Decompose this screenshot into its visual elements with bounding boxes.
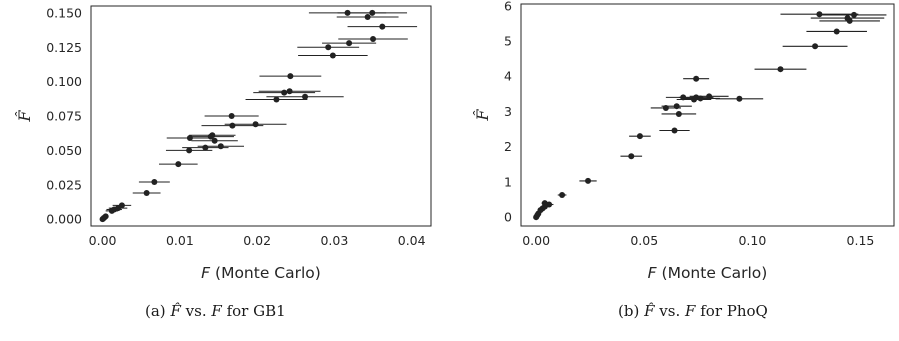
caption-b: (b) F̂ vs. F for PhoQ <box>618 302 768 320</box>
y-tick-label: 0.050 <box>46 143 82 158</box>
data-point <box>850 11 857 18</box>
x-tick-label: 0.04 <box>398 233 426 248</box>
caption-b-rest: for PhoQ <box>700 302 768 320</box>
data-point <box>325 44 332 51</box>
y-tick-label: 4 <box>504 69 512 84</box>
x-axis-label: F (Monte Carlo) <box>201 264 321 282</box>
caption-b-x: F <box>685 302 696 320</box>
caption-a-vs: vs. <box>185 302 207 320</box>
y-axis-label: F̂ <box>15 110 34 123</box>
data-point <box>99 216 106 223</box>
caption-a: (a) F̂ vs. F for GB1 <box>145 302 286 320</box>
data-point <box>211 137 218 144</box>
y-tick-label: 1 <box>504 174 512 189</box>
data-point <box>329 52 336 59</box>
data-point <box>636 133 643 140</box>
y-tick-label: 0.075 <box>46 109 82 124</box>
y-tick-label: 2 <box>504 139 512 154</box>
data-point <box>175 161 182 168</box>
y-tick-label: 6 <box>504 0 512 13</box>
data-point <box>364 14 371 20</box>
x-tick-label: 0.00 <box>522 233 550 248</box>
plot-frame <box>90 5 432 227</box>
data-point <box>186 147 193 154</box>
chart-0: 0.00 0.01 0.02 0.03 0.04 0.000 0.025 0.050 0.075… <box>15 5 432 282</box>
x-tick-label: 0.05 <box>630 233 658 248</box>
x-tick-label: 0.02 <box>243 233 271 248</box>
x-tick-label: 0.03 <box>320 233 348 248</box>
data-point <box>369 9 376 16</box>
x-tick-label: 0.01 <box>166 233 194 248</box>
x-tick-label: 0.15 <box>847 233 875 248</box>
data-point <box>812 43 819 50</box>
data-point <box>690 96 697 103</box>
y-tick-label: 0.125 <box>46 40 82 55</box>
caption-b-yhat: F̂ <box>644 302 655 320</box>
data-point <box>833 28 840 35</box>
y-tick-label: 0.150 <box>46 5 82 20</box>
caption-a-rest: for GB1 <box>226 302 286 320</box>
data-point <box>228 113 235 119</box>
caption-b-label: (b) <box>618 302 640 320</box>
y-tick-label: 3 <box>504 104 512 119</box>
data-point <box>559 191 566 198</box>
caption-a-yhat: F̂ <box>170 302 181 320</box>
x-tick-label: 0.10 <box>738 233 766 248</box>
y-axis-label: F̂ <box>473 109 492 122</box>
data-point <box>628 153 635 160</box>
caption-b-vs: vs. <box>659 302 681 320</box>
data-point <box>777 66 784 73</box>
y-tick-label: 0.100 <box>46 74 82 89</box>
caption-a-x: F <box>211 302 222 320</box>
data-point <box>675 110 682 117</box>
data-point <box>379 23 386 30</box>
caption-a-label: (a) <box>145 302 166 320</box>
data-point <box>229 122 236 129</box>
data-point <box>662 104 669 111</box>
data-point <box>202 144 209 151</box>
data-point <box>370 36 377 42</box>
data-point <box>287 73 294 80</box>
data-point <box>736 95 743 102</box>
data-point <box>286 88 293 95</box>
data-point <box>693 75 700 82</box>
data-point <box>151 179 158 185</box>
x-tick-label: 0.00 <box>89 233 117 248</box>
data-point <box>252 121 259 128</box>
data-point <box>671 127 678 134</box>
y-tick-label: 0.025 <box>46 177 82 192</box>
y-tick-label: 5 <box>504 34 512 49</box>
data-point <box>533 214 540 221</box>
data-point <box>217 143 224 150</box>
data-point <box>302 93 309 100</box>
data-point <box>816 11 823 18</box>
data-point <box>697 95 704 102</box>
data-point <box>846 17 853 24</box>
data-point <box>585 177 592 184</box>
x-axis-label: F (Monte Carlo) <box>648 264 768 282</box>
data-point <box>346 40 353 47</box>
data-point <box>186 135 193 141</box>
plot-frame <box>520 3 895 227</box>
data-point <box>108 207 115 214</box>
y-tick-label: 0 <box>504 210 512 225</box>
data-point <box>143 190 150 196</box>
chart-1: 0.00 0.05 0.10 0.15 0 1 2 3 4 5 6 F (Monte Carlo) F̂ <box>473 0 895 282</box>
data-point <box>273 96 280 103</box>
y-tick-label: 0.000 <box>46 212 82 227</box>
data-point <box>281 89 288 96</box>
